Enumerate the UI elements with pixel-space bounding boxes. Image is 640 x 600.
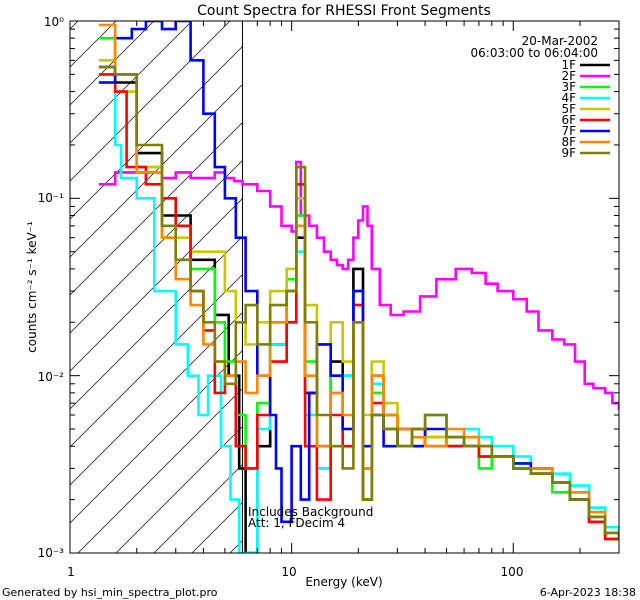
legend-label-3F: 3F bbox=[561, 80, 576, 94]
chart-title: Count Spectra for RHESSI Front Segments bbox=[197, 3, 491, 19]
series-line-2F bbox=[98, 160, 619, 411]
hatch-line bbox=[70, 21, 155, 106]
annotation-attenuator: Att: 1, FDecim 4 bbox=[248, 516, 345, 530]
series-line-9F bbox=[98, 65, 619, 541]
date-label: 20-Mar-2002 bbox=[522, 34, 598, 48]
series-group bbox=[98, 21, 619, 553]
legend-label-1F: 1F bbox=[561, 58, 576, 72]
y-tick-label-1e0: 10⁰ bbox=[44, 15, 64, 29]
legend-label-6F: 6F bbox=[561, 113, 576, 127]
hatch-line bbox=[70, 21, 269, 220]
hatch-line bbox=[70, 21, 79, 30]
footer-timestamp: 6-Apr-2023 18:38 bbox=[540, 586, 636, 599]
x-tick-label-1: 1 bbox=[67, 565, 75, 579]
plot-frame bbox=[69, 20, 620, 554]
hatch-line bbox=[70, 21, 117, 68]
y-tick-label-1e-2: 10⁻² bbox=[38, 370, 65, 384]
y-tick-label-1e-1: 10⁻¹ bbox=[38, 191, 65, 205]
legend-label-5F: 5F bbox=[561, 102, 576, 116]
hatch-line bbox=[0, 21, 2, 553]
hatch-line bbox=[70, 21, 193, 144]
legend-label-8F: 8F bbox=[561, 135, 576, 149]
legend-label-7F: 7F bbox=[561, 124, 576, 138]
hatch-line bbox=[70, 21, 307, 258]
x-axis-label: Energy (keV) bbox=[305, 575, 382, 589]
time-range-label: 06:03:00 to 06:04:00 bbox=[471, 46, 598, 60]
y-axis-label: counts cm⁻² s⁻¹ keV⁻¹ bbox=[25, 221, 39, 353]
annotation-background: Includes Background bbox=[248, 505, 373, 519]
legend-label-4F: 4F bbox=[561, 91, 576, 105]
x-tick-label-10: 10 bbox=[281, 565, 296, 579]
y-tick-label-1e-3: 10⁻³ bbox=[38, 546, 65, 560]
footer-generator: Generated by hsi_min_spectra_plot.pro bbox=[2, 586, 218, 599]
x-tick-label-100: 100 bbox=[501, 565, 524, 579]
axis-ticks bbox=[69, 20, 620, 554]
legend-label-2F: 2F bbox=[561, 69, 576, 83]
hatch-line bbox=[70, 21, 231, 182]
legend-label-9F: 9F bbox=[561, 146, 576, 160]
